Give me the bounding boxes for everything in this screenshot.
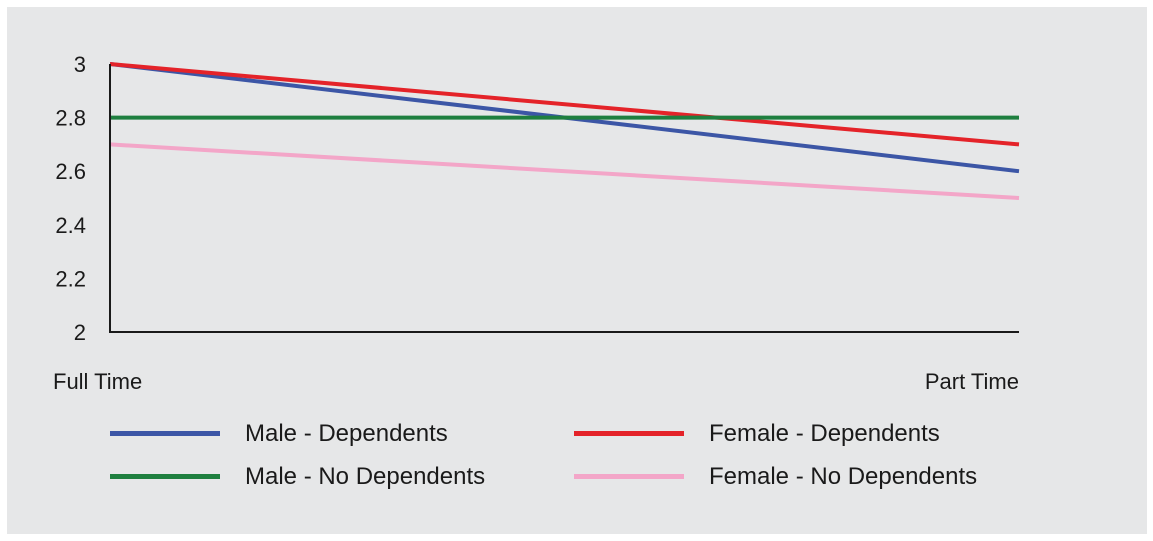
- legend-swatch: [574, 474, 684, 479]
- legend-swatch: [110, 474, 220, 479]
- line-chart: 2 2.2 2.4 2.6 2.8 3 Full Time Part Time: [53, 52, 1020, 394]
- y-tick-label: 2.2: [55, 266, 86, 291]
- legend-swatch: [574, 431, 684, 436]
- legend-label: Male - No Dependents: [245, 463, 486, 490]
- y-tick-label: 2.4: [55, 213, 86, 238]
- x-tick-label: Full Time: [53, 369, 142, 394]
- legend-label: Female - Dependents: [709, 420, 940, 447]
- legend-label: Female - No Dependents: [709, 463, 978, 490]
- y-axis-ticks: 2 2.2 2.4 2.6 2.8 3: [55, 52, 86, 345]
- series-line-2: [109, 62, 1020, 147]
- y-tick-label: 2.6: [55, 159, 86, 184]
- y-tick-label: 2.8: [55, 106, 86, 131]
- y-tick-label: 2: [74, 320, 86, 345]
- series-line-4: [109, 142, 1020, 200]
- x-tick-label: Part Time: [925, 369, 1019, 394]
- chart-panel: 2 2.2 2.4 2.6 2.8 3 Full Time Part Time Male -…: [7, 7, 1147, 534]
- legend-swatch: [110, 431, 220, 436]
- series-lines: [109, 62, 1020, 200]
- legend-label: Male - Dependents: [245, 420, 448, 447]
- y-tick-label: 3: [74, 52, 86, 77]
- x-axis-ticks: Full Time Part Time: [53, 369, 1019, 394]
